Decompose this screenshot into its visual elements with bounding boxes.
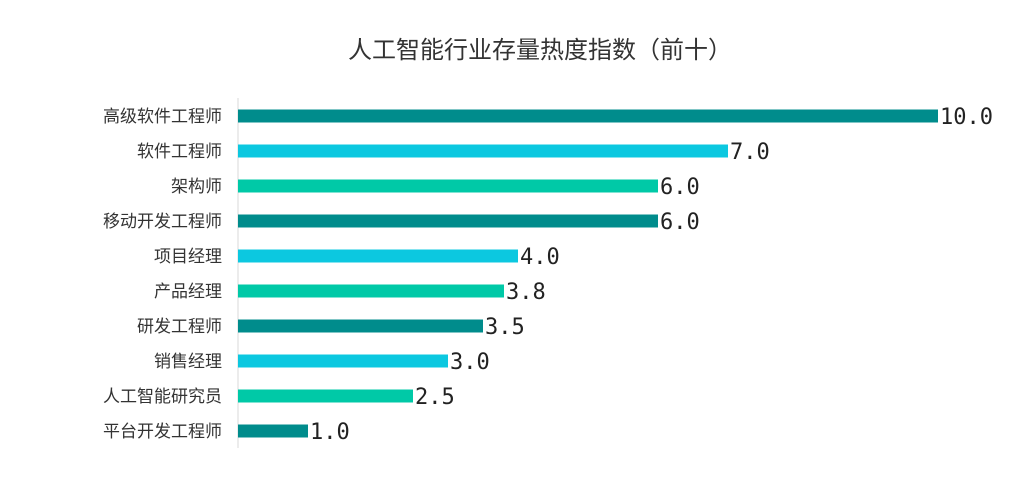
value-label: 6.0	[660, 175, 700, 200]
bar	[238, 179, 658, 193]
bar	[238, 319, 483, 333]
value-label: 10.0	[940, 105, 993, 130]
value-label: 6.0	[660, 210, 700, 235]
category-label: 移动开发工程师	[103, 212, 222, 232]
bar	[238, 354, 448, 368]
category-label: 产品经理	[154, 282, 222, 302]
bar	[238, 389, 413, 403]
bar	[238, 284, 504, 298]
category-label: 平台开发工程师	[103, 422, 222, 442]
value-label: 7.0	[730, 140, 770, 165]
value-label: 2.5	[415, 385, 455, 410]
chart-title: 人工智能行业存量热度指数（前十）	[348, 36, 732, 64]
category-label: 人工智能研究员	[103, 387, 222, 407]
value-label: 4.0	[520, 245, 560, 270]
bar	[238, 109, 938, 123]
bar	[238, 249, 518, 263]
bar	[238, 214, 658, 228]
category-label: 销售经理	[154, 352, 222, 372]
bar	[238, 424, 308, 438]
category-label: 项目经理	[154, 247, 222, 267]
bar	[238, 144, 728, 158]
value-label: 3.5	[485, 315, 525, 340]
value-label: 1.0	[310, 420, 350, 445]
category-label: 研发工程师	[137, 317, 222, 337]
value-label: 3.8	[506, 280, 546, 305]
category-label: 架构师	[171, 177, 222, 197]
category-label: 软件工程师	[137, 142, 222, 162]
category-label: 高级软件工程师	[103, 107, 222, 127]
bars-layer: 高级软件工程师 10.0 软件工程师 7.0 架构师 6.0 移动开发工程师 6.0 项目经理 4…	[103, 105, 993, 445]
value-label: 3.0	[450, 350, 490, 375]
